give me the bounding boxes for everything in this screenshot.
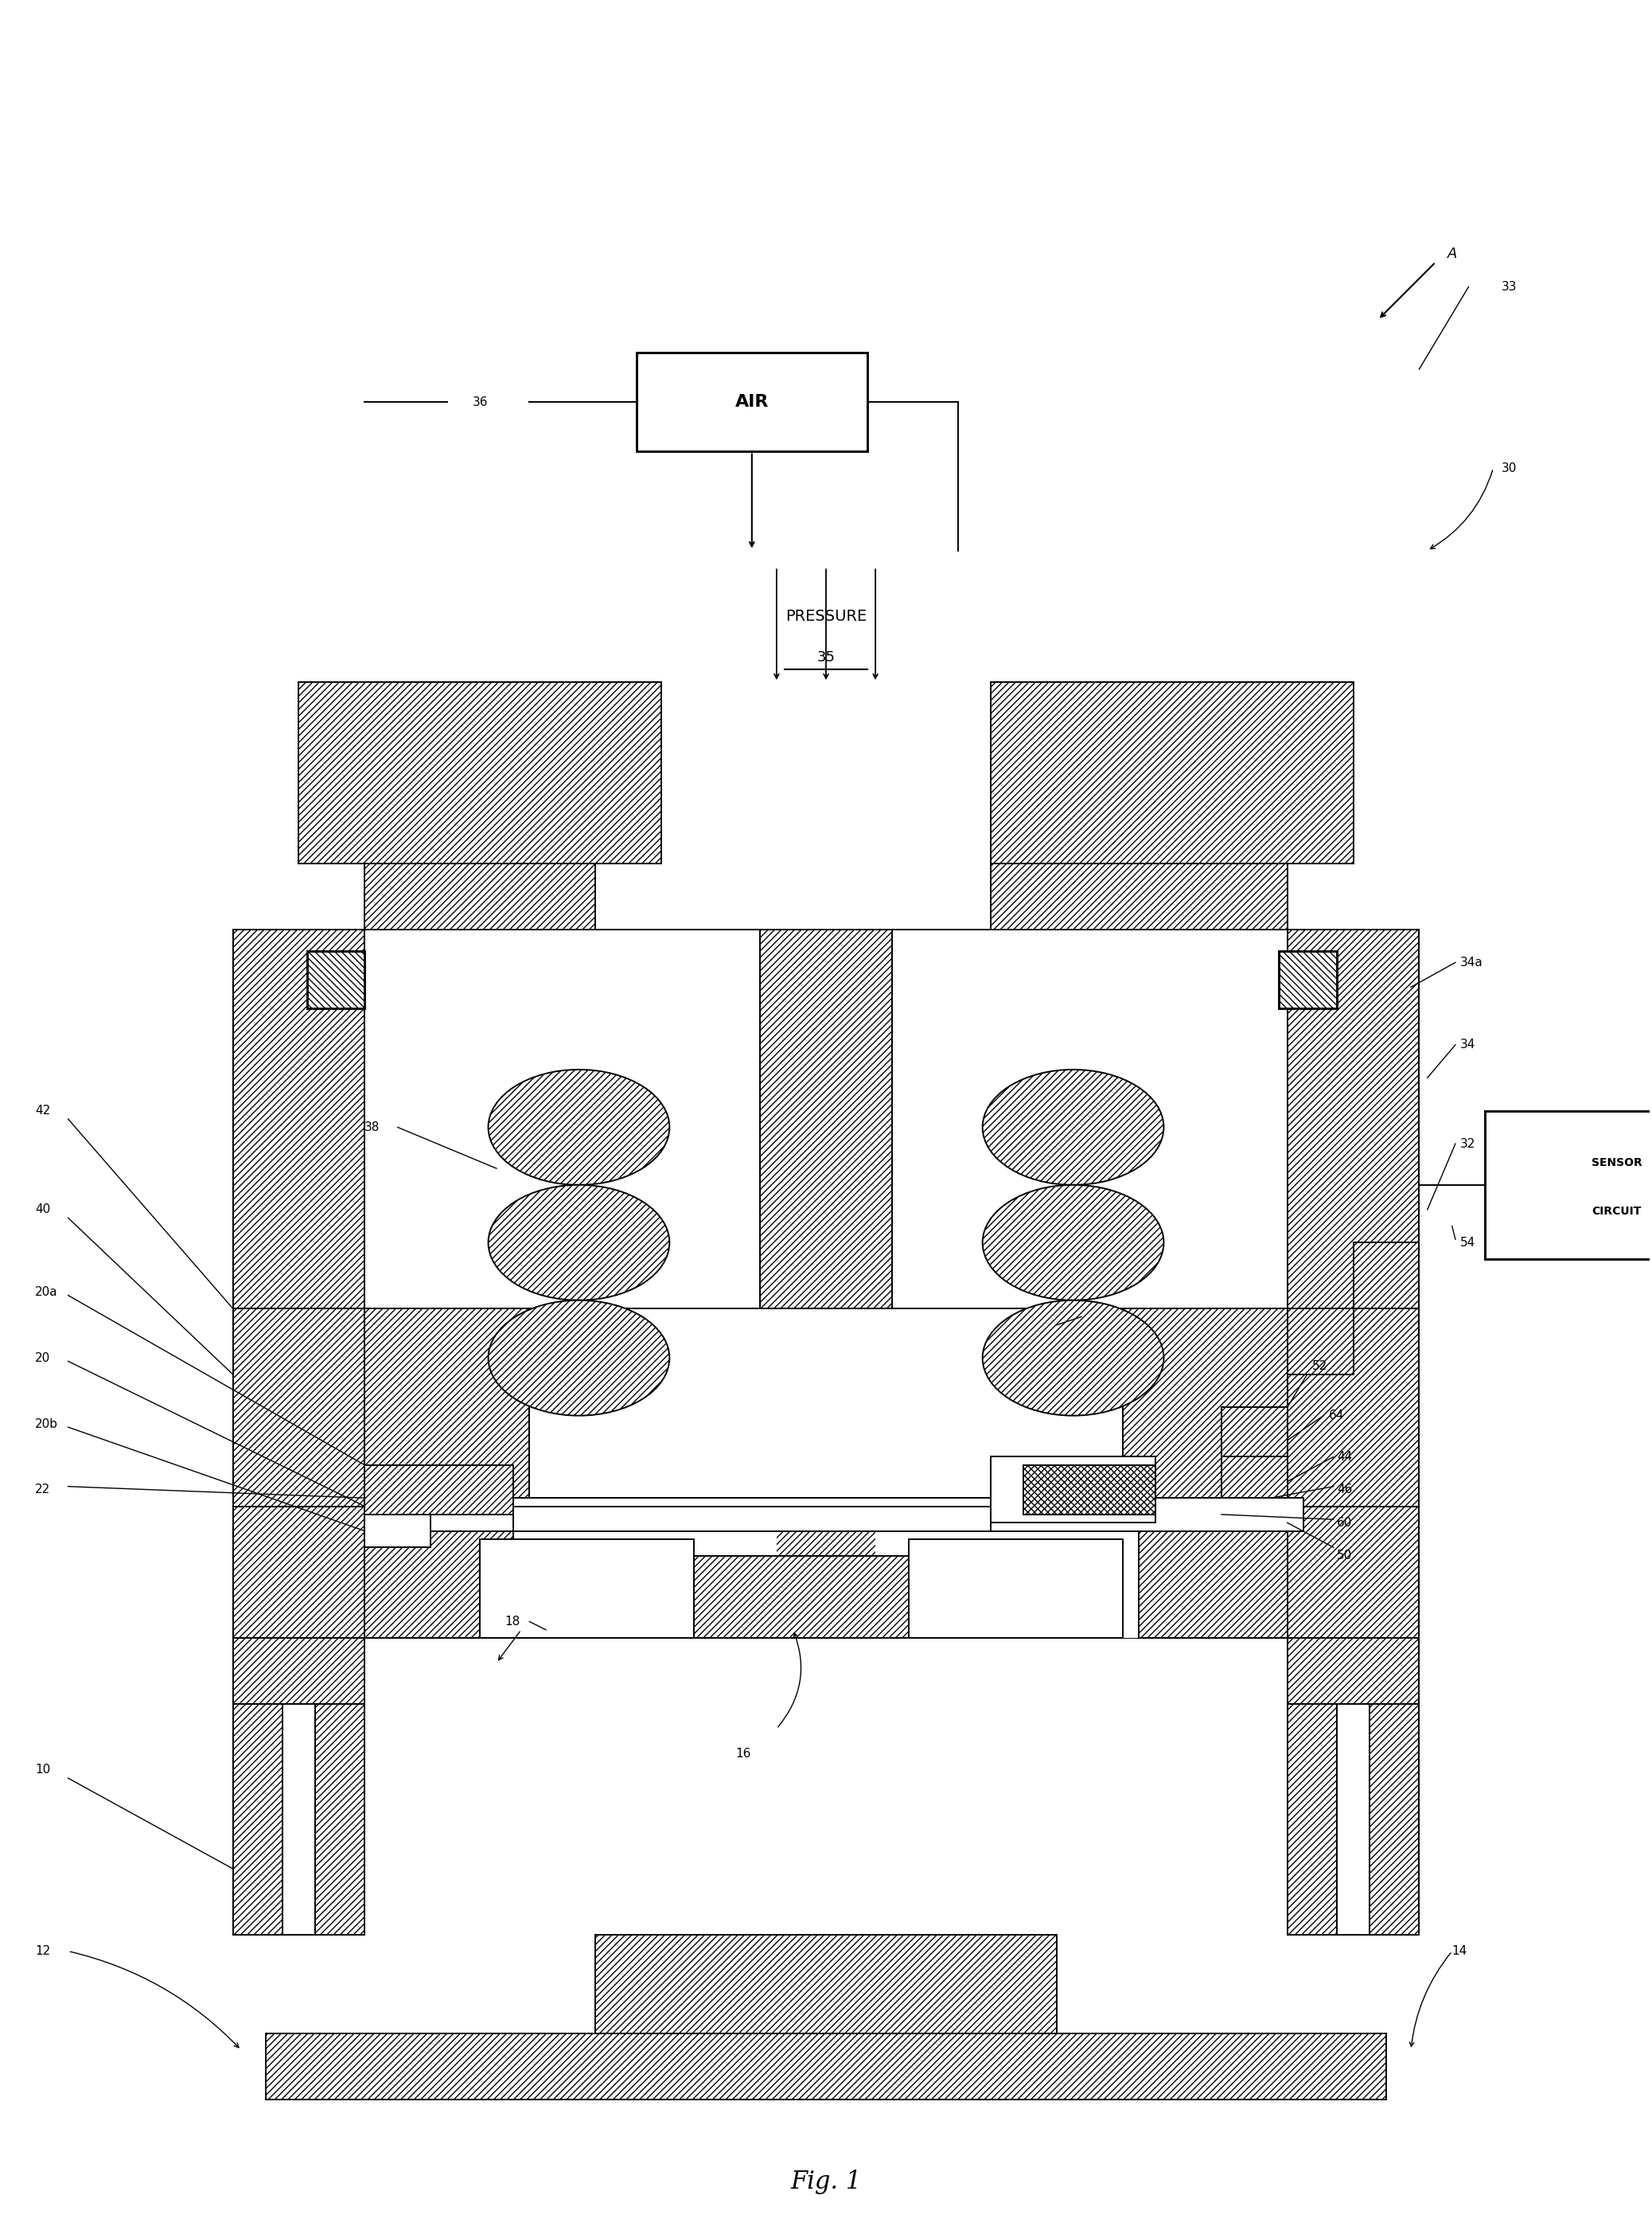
Bar [1287,1638,1419,1934]
Bar [299,683,661,864]
Bar [876,1506,1171,1638]
Text: 54: 54 [1460,1238,1475,1249]
Text: SENSOR: SENSOR [1591,1157,1642,1168]
Bar [365,1506,1287,1638]
Text: 18: 18 [506,1616,520,1627]
Text: 46: 46 [1336,1484,1353,1495]
Text: 52: 52 [1312,1361,1327,1372]
Bar [991,683,1353,864]
Bar [1287,1012,1419,1506]
Bar [760,929,892,1309]
Text: 66: 66 [1090,1303,1105,1314]
Bar [365,929,760,1309]
Text: 20a: 20a [35,1287,58,1298]
Text: 44: 44 [1336,1450,1351,1464]
Bar [233,929,1419,1012]
Text: 50: 50 [1336,1549,1351,1562]
Text: 12: 12 [35,1945,51,1956]
Text: 34a: 34a [1460,956,1483,969]
Ellipse shape [489,1070,669,1184]
Bar [1024,1466,1155,1515]
Bar [1287,1638,1419,1703]
Bar [316,1638,365,1934]
Text: A: A [1447,246,1457,262]
Text: 32: 32 [1460,1137,1475,1150]
Bar [365,1506,514,1638]
Text: 30: 30 [1502,461,1517,474]
Bar [595,1934,1057,2034]
Ellipse shape [489,1184,669,1300]
Ellipse shape [983,1070,1163,1184]
Bar [1024,1466,1155,1515]
Bar [636,354,867,452]
Bar [481,1506,776,1638]
Text: 64: 64 [1328,1410,1345,1421]
Bar [1370,1638,1419,1934]
Bar [365,1497,1303,1531]
Text: 38: 38 [365,1121,380,1132]
Bar [1123,1309,1287,1506]
Ellipse shape [983,1300,1163,1417]
Text: Fig. 1: Fig. 1 [791,2169,861,2193]
Ellipse shape [983,1184,1163,1300]
Bar [529,1309,1123,1506]
Bar [1287,1506,1419,1638]
Bar [1287,929,1419,1309]
Text: 34: 34 [1460,1038,1475,1052]
Text: 22: 22 [35,1484,51,1495]
Bar [677,1555,975,1638]
Bar [233,1638,365,1934]
Text: AIR: AIR [735,394,768,410]
Bar [233,929,365,1309]
Text: 42: 42 [35,1106,51,1117]
Text: 10: 10 [35,1764,51,1777]
Bar [233,1638,282,1934]
Bar [365,1309,529,1506]
Bar [991,1457,1155,1522]
Text: 16: 16 [735,1748,750,1759]
Bar [1485,1110,1652,1260]
Bar [233,1638,365,1703]
Text: 36: 36 [472,396,489,407]
Bar [1287,1638,1336,1934]
Bar [991,1457,1155,1522]
Bar [514,1506,991,1531]
Bar [365,1515,431,1546]
Bar [1279,951,1336,1009]
Bar [1138,1506,1287,1638]
Bar [481,1540,694,1638]
Bar [1287,1522,1419,1934]
Text: 20: 20 [35,1352,51,1363]
Text: 40: 40 [35,1204,51,1215]
Bar [307,951,365,1009]
Text: CIRCUIT: CIRCUIT [1593,1206,1642,1217]
Bar [365,864,595,929]
Bar [991,864,1287,929]
Text: 33: 33 [1502,282,1517,293]
Bar [233,1012,365,1506]
Ellipse shape [489,1300,669,1417]
Bar [909,1540,1123,1638]
Bar [233,1506,365,1638]
Bar [892,929,1287,1309]
Bar [266,2034,1386,2099]
Bar [365,1466,514,1515]
Text: PRESSURE: PRESSURE [785,609,867,624]
Text: 20b: 20b [35,1419,58,1430]
Text: 60: 60 [1336,1517,1353,1529]
Text: 35: 35 [816,651,836,665]
Bar [233,1522,365,1934]
Text: 14: 14 [1452,1945,1467,1956]
